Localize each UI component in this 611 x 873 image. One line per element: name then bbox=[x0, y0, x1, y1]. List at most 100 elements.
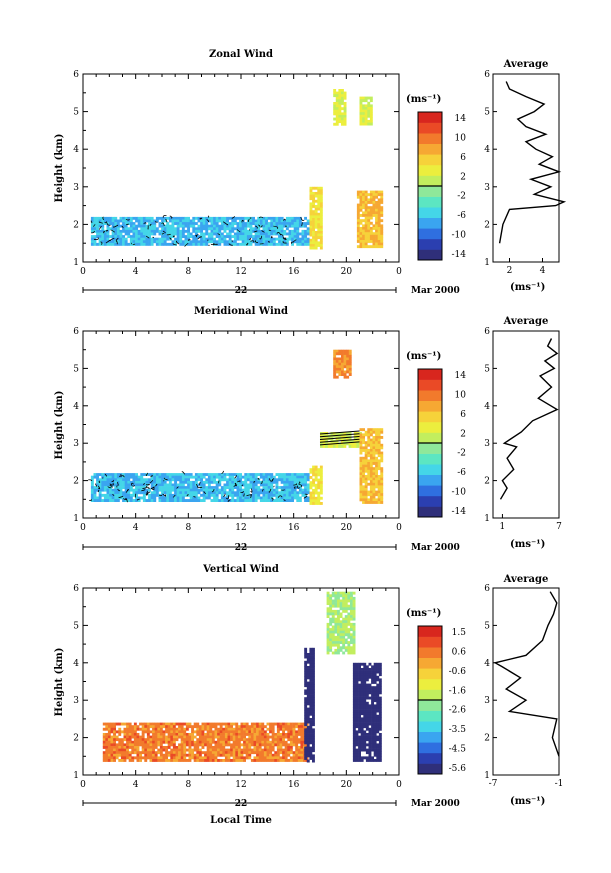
avg-y-tick-label: 4 bbox=[484, 659, 490, 669]
y-tick-label: 2 bbox=[73, 220, 79, 230]
avg-y-tick-label: 3 bbox=[484, 439, 490, 449]
meridional-wind-field bbox=[88, 349, 384, 505]
x-tick-label: 0 bbox=[80, 780, 86, 790]
y-tick-label: 6 bbox=[73, 327, 79, 337]
x-tick-label: 20 bbox=[341, 780, 353, 790]
colorbar-swatch bbox=[418, 763, 442, 775]
x-tick-label: 12 bbox=[235, 780, 246, 790]
avg-y-tick-label: 1 bbox=[484, 771, 490, 781]
meridional-average-frame bbox=[492, 330, 560, 519]
field-region-3 bbox=[333, 349, 352, 379]
y-tick-label: 5 bbox=[73, 364, 79, 374]
y-tick-label: 4 bbox=[73, 659, 79, 669]
field-region-0 bbox=[88, 470, 310, 503]
x-tick-label: 4 bbox=[133, 267, 139, 277]
zonal-wind-title: Zonal Wind bbox=[209, 49, 273, 60]
avg-y-tick-label: 6 bbox=[484, 584, 490, 594]
average-profile-line bbox=[493, 591, 560, 757]
vertical-wind-y-ticks: 1 2 3 4 5 6 bbox=[73, 584, 399, 781]
colorbar-swatch bbox=[418, 196, 442, 208]
meridional-wind-y-ticks: 1 2 3 4 5 6 bbox=[73, 327, 399, 524]
y-tick-label: 4 bbox=[73, 402, 79, 412]
colorbar-swatch bbox=[418, 474, 442, 486]
vertical-average-xlabel: (ms⁻¹) bbox=[510, 796, 545, 807]
colorbar-tick-label: -5.6 bbox=[449, 764, 467, 774]
x-tick-label: 8 bbox=[185, 780, 191, 790]
y-tick-label: 5 bbox=[73, 621, 79, 631]
colorbar-swatch bbox=[418, 400, 442, 412]
x-tick-label: 16 bbox=[288, 267, 300, 277]
x-tick-label: 0 bbox=[396, 267, 402, 277]
y-tick-label: 1 bbox=[73, 514, 79, 524]
colorbar-tick-label: 14 bbox=[455, 371, 467, 381]
x-tick-label: 16 bbox=[288, 780, 300, 790]
colorbar-swatch bbox=[418, 217, 442, 229]
vertical-day-label: 22 bbox=[235, 799, 248, 809]
colorbar-swatch bbox=[418, 689, 442, 701]
contour-lines bbox=[88, 470, 308, 503]
zonal-wind-x-ticks: 0 4 8 12 16 20 0 bbox=[80, 74, 402, 277]
vertical-wind-y-label: Height (km) bbox=[54, 648, 65, 717]
avg-x-tick-label: 7 bbox=[556, 522, 562, 532]
y-tick-label: 5 bbox=[73, 108, 79, 118]
colorbar-tick-label: -6 bbox=[457, 468, 466, 478]
avg-y-tick-label: 4 bbox=[484, 402, 490, 412]
x-tick-label: 12 bbox=[235, 523, 246, 533]
colorbar-tick-label: -14 bbox=[452, 250, 467, 260]
avg-y-tick-label: 2 bbox=[484, 734, 490, 744]
colorbar-swatch bbox=[418, 122, 442, 134]
field-region-3 bbox=[352, 662, 382, 762]
vertical-average-title: Average bbox=[503, 574, 549, 585]
colorbar-swatch bbox=[418, 379, 442, 391]
colorbar-tick-label: -2.6 bbox=[449, 706, 467, 716]
colorbar-swatch bbox=[418, 678, 442, 690]
colorbar-tick-label: 6 bbox=[460, 153, 466, 163]
vertical-colorbar: 1.5 0.6 -0.6 -1.6 -2.6 -3.5 -4.5 -5.6 bbox=[417, 625, 467, 775]
colorbar-swatch bbox=[418, 453, 442, 465]
field-region-2 bbox=[333, 89, 347, 126]
field-region-4 bbox=[359, 96, 373, 126]
meridional-colorbar-label: (ms⁻¹) bbox=[406, 351, 441, 362]
average-profile-line bbox=[498, 81, 567, 244]
avg-y-tick-label: 3 bbox=[484, 183, 490, 193]
average-profile-line bbox=[499, 338, 559, 500]
meridional-average-profile: 1 2 3 4 5 6 1 7 bbox=[484, 327, 562, 532]
vertical-average-frame bbox=[492, 587, 560, 776]
zonal-average-profile: 1 2 3 4 5 6 2 4 bbox=[484, 70, 567, 276]
colorbar-swatch bbox=[418, 647, 442, 658]
colorbar-swatch bbox=[418, 421, 442, 433]
colorbar-swatch bbox=[418, 742, 442, 754]
avg-y-tick-label: 2 bbox=[484, 477, 490, 487]
colorbar-tick-label: 10 bbox=[455, 133, 467, 143]
contour-line bbox=[319, 438, 360, 443]
colorbar-tick-label: -2 bbox=[457, 192, 466, 202]
colorbar-swatch bbox=[418, 143, 442, 155]
field-region-1 bbox=[304, 647, 315, 763]
colorbar-tick-label: -10 bbox=[452, 488, 467, 498]
colorbar-tick-label: 6 bbox=[460, 410, 466, 420]
x-axis-label: Local Time bbox=[210, 815, 272, 826]
avg-y-tick-label: 6 bbox=[484, 327, 490, 337]
avg-x-tick-label: 4 bbox=[540, 266, 546, 276]
vertical-wind-x-ticks: 0 4 8 12 16 20 0 bbox=[80, 588, 402, 790]
y-tick-label: 2 bbox=[73, 477, 79, 487]
colorbar-swatch bbox=[418, 228, 442, 240]
x-tick-label: 12 bbox=[235, 267, 246, 277]
colorbar-swatch bbox=[418, 238, 442, 250]
y-tick-label: 3 bbox=[73, 696, 79, 706]
colorbar-swatch bbox=[418, 369, 442, 380]
y-tick-label: 1 bbox=[73, 771, 79, 781]
colorbar-swatch bbox=[418, 249, 442, 261]
colorbar-tick-label: -0.6 bbox=[449, 667, 467, 677]
contour-lines bbox=[90, 214, 305, 247]
colorbar-swatch bbox=[418, 668, 442, 680]
colorbar-tick-label: 2 bbox=[460, 172, 466, 182]
colorbar-swatch bbox=[418, 164, 442, 176]
x-tick-label: 0 bbox=[396, 523, 402, 533]
zonal-wind-field bbox=[90, 89, 384, 250]
colorbar-swatch bbox=[418, 443, 442, 454]
avg-y-tick-label: 1 bbox=[484, 258, 490, 268]
meridional-average-xlabel: (ms⁻¹) bbox=[510, 539, 545, 550]
